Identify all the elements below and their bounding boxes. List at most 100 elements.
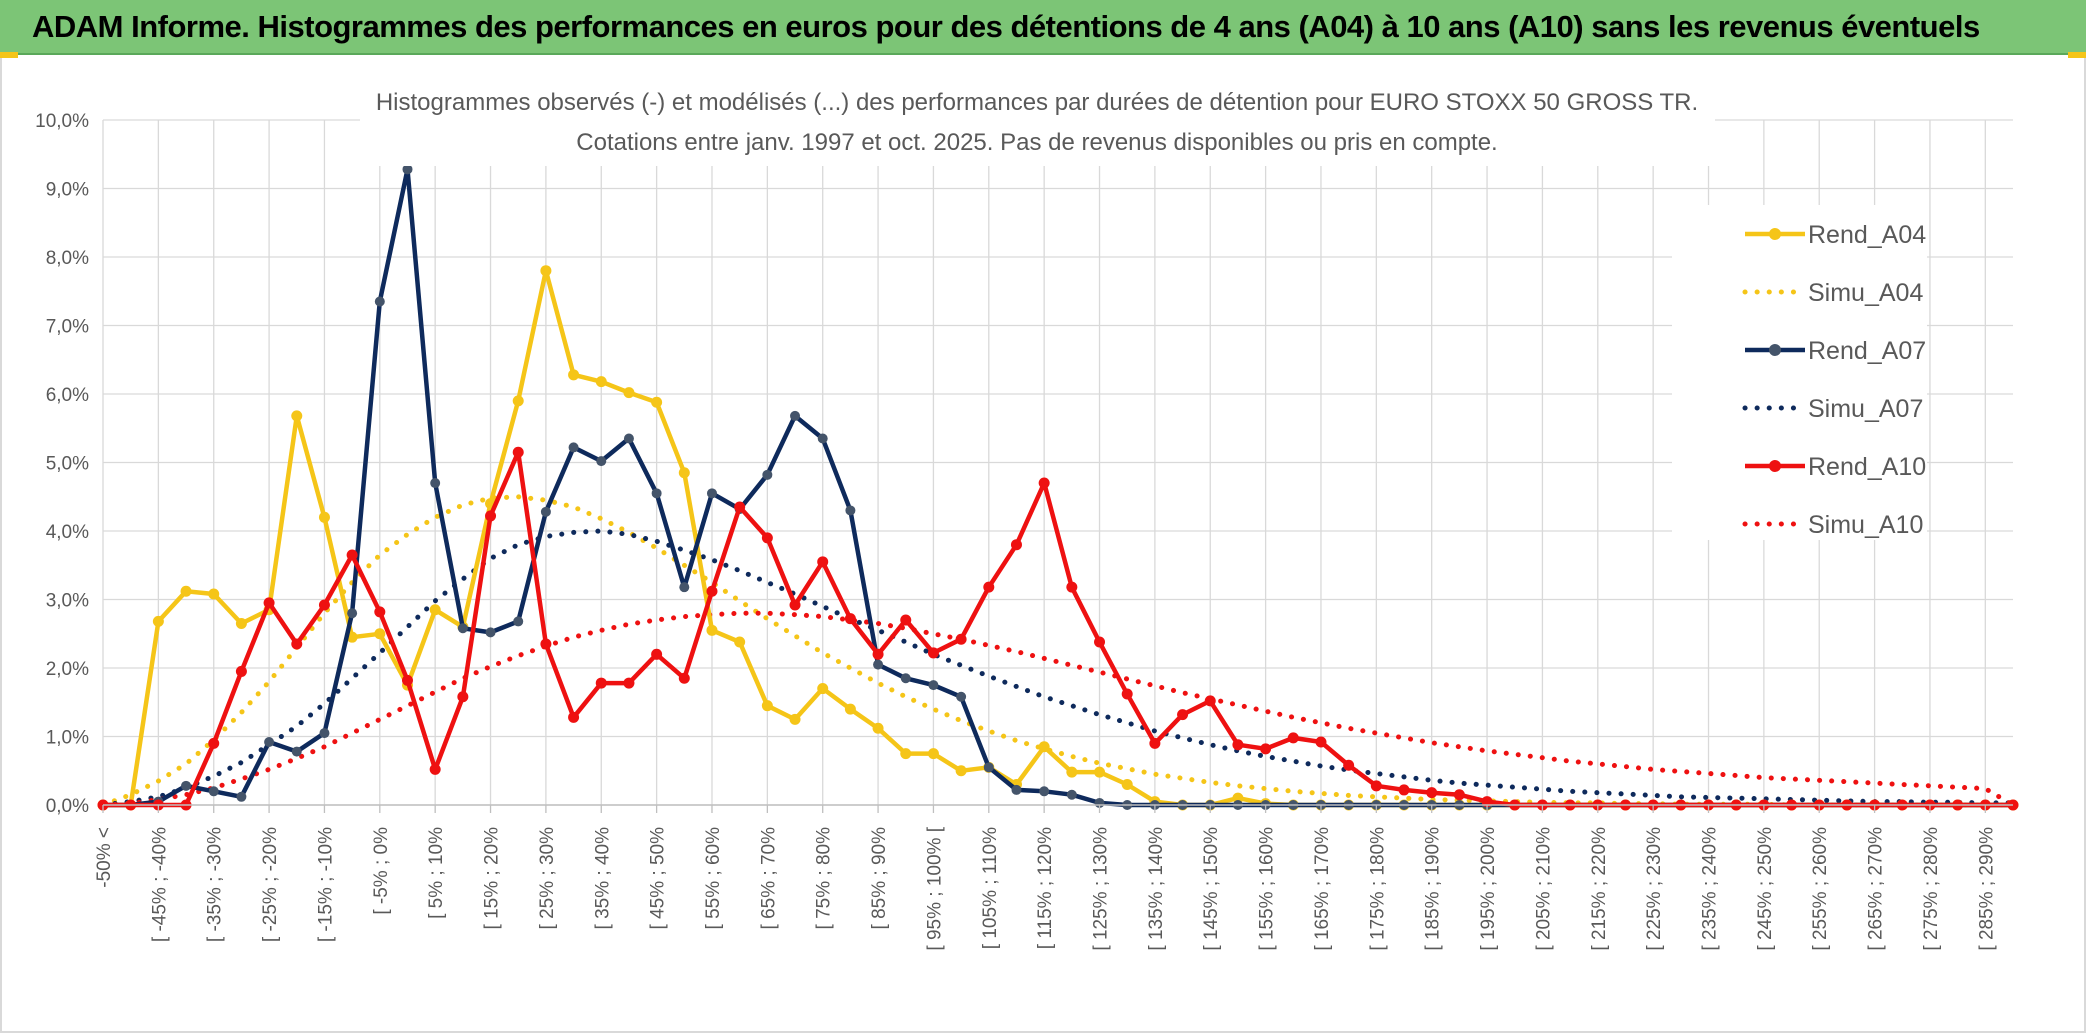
data-point xyxy=(678,672,690,684)
data-point xyxy=(429,763,441,775)
legend-item-rend-a07: Rend_A07 xyxy=(1745,337,1926,365)
x-tick-label: [ 205% ; 210% xyxy=(1533,827,1554,951)
y-tick-label: 5,0% xyxy=(46,454,89,475)
data-point xyxy=(568,442,579,453)
y-tick-label: 4,0% xyxy=(46,522,89,543)
data-point xyxy=(789,713,801,725)
data-point xyxy=(1121,778,1133,790)
x-tick-label: [ -5% ; 0% xyxy=(371,827,392,915)
x-tick-label: [ -45% ; -40% xyxy=(149,827,170,942)
data-point xyxy=(651,488,662,499)
data-point xyxy=(457,623,468,634)
data-point xyxy=(1011,784,1022,795)
data-point xyxy=(208,737,220,749)
x-tick-label: [ 85% ; 90% xyxy=(869,827,890,930)
x-tick-label: [ 175% ; 180% xyxy=(1367,827,1388,951)
data-point xyxy=(318,511,330,523)
data-point xyxy=(319,728,330,739)
data-point xyxy=(1232,739,1244,751)
x-tick-label: [ -25% ; -20% xyxy=(260,827,281,942)
x-tick-label: [ 15% ; 20% xyxy=(482,827,503,930)
data-point xyxy=(1066,789,1077,800)
data-point xyxy=(734,501,746,513)
data-point xyxy=(291,638,303,650)
data-point xyxy=(346,549,358,561)
data-point xyxy=(485,627,496,638)
data-point xyxy=(374,606,386,618)
data-point xyxy=(1066,766,1078,778)
data-point xyxy=(430,478,441,489)
data-point xyxy=(374,628,386,640)
data-point xyxy=(1038,741,1050,753)
data-point xyxy=(291,410,303,422)
x-tick-label: [ -15% ; -10% xyxy=(315,827,336,942)
data-point xyxy=(955,633,967,645)
data-point xyxy=(429,604,441,616)
data-point xyxy=(1426,787,1438,799)
x-tick-label: [ 275% ; 280% xyxy=(1921,827,1942,951)
data-point xyxy=(706,488,717,499)
data-point xyxy=(623,433,634,444)
title-background xyxy=(360,82,1715,166)
data-point xyxy=(789,599,801,611)
data-point xyxy=(706,585,718,597)
data-point xyxy=(596,456,607,467)
data-point xyxy=(1398,784,1410,796)
legend-label: Simu_A07 xyxy=(1808,395,1923,423)
data-point xyxy=(872,722,884,734)
legend: Rend_A04 Simu_A04 Rend_A07 Simu_A07 Rend_A10… xyxy=(1742,221,1926,539)
legend-background xyxy=(1672,205,1927,540)
data-point xyxy=(817,433,828,444)
chart-subtitle: Cotations entre janv. 1997 et oct. 2025.… xyxy=(576,129,1497,156)
data-point xyxy=(208,588,220,600)
data-point xyxy=(485,510,497,522)
x-tick-label: [ 215% ; 220% xyxy=(1589,827,1610,951)
data-point xyxy=(761,700,773,712)
legend-label: Rend_A07 xyxy=(1808,337,1926,365)
data-point xyxy=(1370,780,1382,792)
x-tick-label: [ 135% ; 140% xyxy=(1146,827,1167,951)
x-tick-label: -50% < xyxy=(94,827,115,888)
data-point xyxy=(1177,709,1189,721)
x-tick-label: [ 155% ; 160% xyxy=(1257,827,1278,951)
x-tick-label: [ 65% ; 70% xyxy=(758,827,779,930)
data-point xyxy=(817,683,829,695)
data-point xyxy=(513,616,524,627)
x-tick-label: [ 35% ; 40% xyxy=(592,827,613,930)
data-point xyxy=(1315,736,1327,748)
legend-label: Simu_A10 xyxy=(1808,511,1923,539)
data-point xyxy=(651,396,663,408)
data-point xyxy=(568,369,580,381)
data-point xyxy=(318,599,330,611)
y-tick-label: 8,0% xyxy=(46,248,89,269)
data-point xyxy=(1039,786,1050,797)
data-point xyxy=(540,506,551,517)
x-tick-label: [ 55% ; 60% xyxy=(703,827,724,930)
series-line xyxy=(100,528,2016,808)
data-point xyxy=(734,636,746,648)
chart-title: Histogrammes observés (-) et modélisés (… xyxy=(376,89,1698,116)
data-point xyxy=(264,736,275,747)
y-tick-label: 1,0% xyxy=(46,728,89,749)
data-point xyxy=(927,748,939,760)
legend-label: Rend_A10 xyxy=(1808,453,1926,481)
y-tick-label: 7,0% xyxy=(46,317,89,338)
data-point xyxy=(347,608,358,619)
x-axis: -50% < [ -45% ; -40% [ -35% ; -30% [ -25% ;… xyxy=(94,804,2013,951)
y-tick-label: 6,0% xyxy=(46,385,89,406)
data-point xyxy=(568,711,580,723)
legend-item-simu-a04: Simu_A04 xyxy=(1742,279,1923,307)
x-tick-label: [ 195% ; 200% xyxy=(1478,827,1499,951)
data-point xyxy=(873,659,884,670)
data-point xyxy=(152,615,164,627)
data-point xyxy=(235,665,247,677)
data-point xyxy=(900,748,912,760)
data-point xyxy=(512,395,524,407)
x-tick-label: [ 265% ; 270% xyxy=(1866,827,1887,951)
data-point xyxy=(678,467,690,479)
y-tick-label: 2,0% xyxy=(46,659,89,680)
legend-marker xyxy=(1769,344,1781,356)
data-point xyxy=(235,617,247,629)
data-point xyxy=(844,703,856,715)
